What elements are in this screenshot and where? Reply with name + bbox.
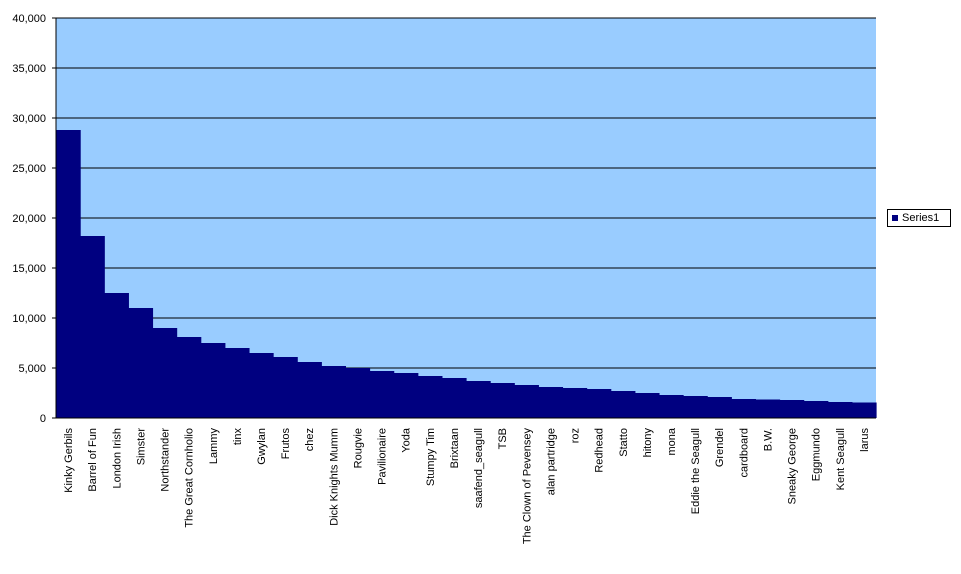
bar [80, 236, 105, 418]
bar [610, 391, 636, 418]
bar [707, 397, 732, 418]
x-tick-label: Statto [618, 428, 630, 457]
bar [562, 388, 588, 418]
bar [441, 378, 467, 418]
x-tick-label: The Clown of Pevensey [521, 428, 533, 545]
bar [683, 396, 708, 418]
x-tick-label: Sneaky George [787, 428, 799, 504]
y-tick-label: 35,000 [12, 63, 46, 75]
x-tick-label: mona [666, 427, 678, 455]
x-tick-label: roz [570, 428, 582, 443]
x-tick-label: The Great Cornholio [184, 428, 196, 528]
x-tick-label: London Irish [111, 428, 123, 489]
y-tick-label: 20,000 [12, 213, 46, 225]
bar [104, 293, 129, 418]
x-tick-label: Kent Seagull [835, 428, 847, 490]
bar [176, 337, 202, 418]
bar [321, 366, 347, 418]
y-tick-label: 15,000 [12, 263, 46, 275]
x-tick-label: Eddie the Seagull [690, 428, 702, 514]
bar [369, 371, 395, 418]
x-tick-label: chez [304, 428, 316, 451]
bar [634, 393, 660, 418]
bar [345, 368, 371, 418]
x-tick-label: Simster [135, 428, 147, 466]
y-tick-label: 40,000 [12, 13, 46, 25]
x-tick-label: B.W. [762, 428, 774, 451]
y-tick-labels: 0 5,000 10,000 15,000 20,000 25,000 30,000 35,0… [12, 13, 46, 425]
y-tick-label: 5,000 [18, 363, 46, 375]
legend-label-series1: Series1 [902, 212, 940, 224]
y-tick-label: 30,000 [12, 113, 46, 125]
x-tick-label: Stumpy Tim [425, 428, 437, 486]
bars [56, 130, 877, 418]
x-tick-label: Brixtaan [449, 428, 461, 468]
bar [731, 399, 757, 418]
bar [779, 400, 805, 418]
x-tick-label: hitony [642, 428, 654, 458]
bar [224, 348, 250, 418]
bar [393, 373, 419, 418]
bar [851, 402, 877, 418]
x-tick-label: cardboard [738, 428, 750, 478]
bar [200, 343, 226, 418]
x-tick-label: Pavilionaire [377, 428, 389, 485]
bar [658, 395, 684, 418]
bar [827, 402, 853, 418]
x-tick-label: Eggmundo [811, 428, 823, 481]
bar [586, 389, 612, 418]
bar [490, 383, 515, 418]
legend: Series1 [887, 209, 951, 227]
x-tick-label: Grendel [714, 428, 726, 467]
x-tick-label: TSB [497, 428, 509, 449]
bar [273, 357, 298, 418]
bar [128, 308, 154, 418]
x-tick-label: Barrel of Fun [87, 428, 99, 492]
bar [297, 362, 322, 418]
x-tick-label: Kinky Gerbils [63, 428, 75, 493]
x-tick-label: Frutos [280, 428, 292, 460]
y-tick-label: 25,000 [12, 163, 46, 175]
y-tick-label: 0 [40, 413, 46, 425]
x-tick-label: Dick Knights Mumm [328, 428, 340, 526]
bar [514, 385, 539, 418]
bar [152, 328, 178, 418]
x-tick-label: larus [859, 428, 871, 452]
bar [755, 399, 781, 418]
bar [466, 381, 491, 418]
bar [248, 353, 274, 418]
bar [417, 376, 443, 418]
x-tick-label: Gwylan [256, 428, 268, 465]
x-tick-label: alan partridge [545, 428, 557, 495]
bar [803, 401, 829, 418]
legend-swatch-series1 [892, 215, 898, 221]
y-tick-label: 10,000 [12, 313, 46, 325]
x-tick-label: tinx [232, 428, 244, 446]
x-tick-label: Redhead [594, 428, 606, 473]
bar [538, 387, 564, 418]
x-tick-label: Northstander [160, 428, 172, 492]
axes [52, 17, 876, 419]
x-tick-labels: Kinky Gerbils Barrel of Fun London Irish Si… [63, 427, 871, 544]
bar [56, 130, 81, 418]
x-tick-label: Rougvie [352, 428, 364, 468]
x-tick-label: Yoda [401, 427, 413, 453]
x-tick-label: Lammy [208, 428, 220, 465]
x-tick-label: saafend_seagull [473, 428, 485, 508]
